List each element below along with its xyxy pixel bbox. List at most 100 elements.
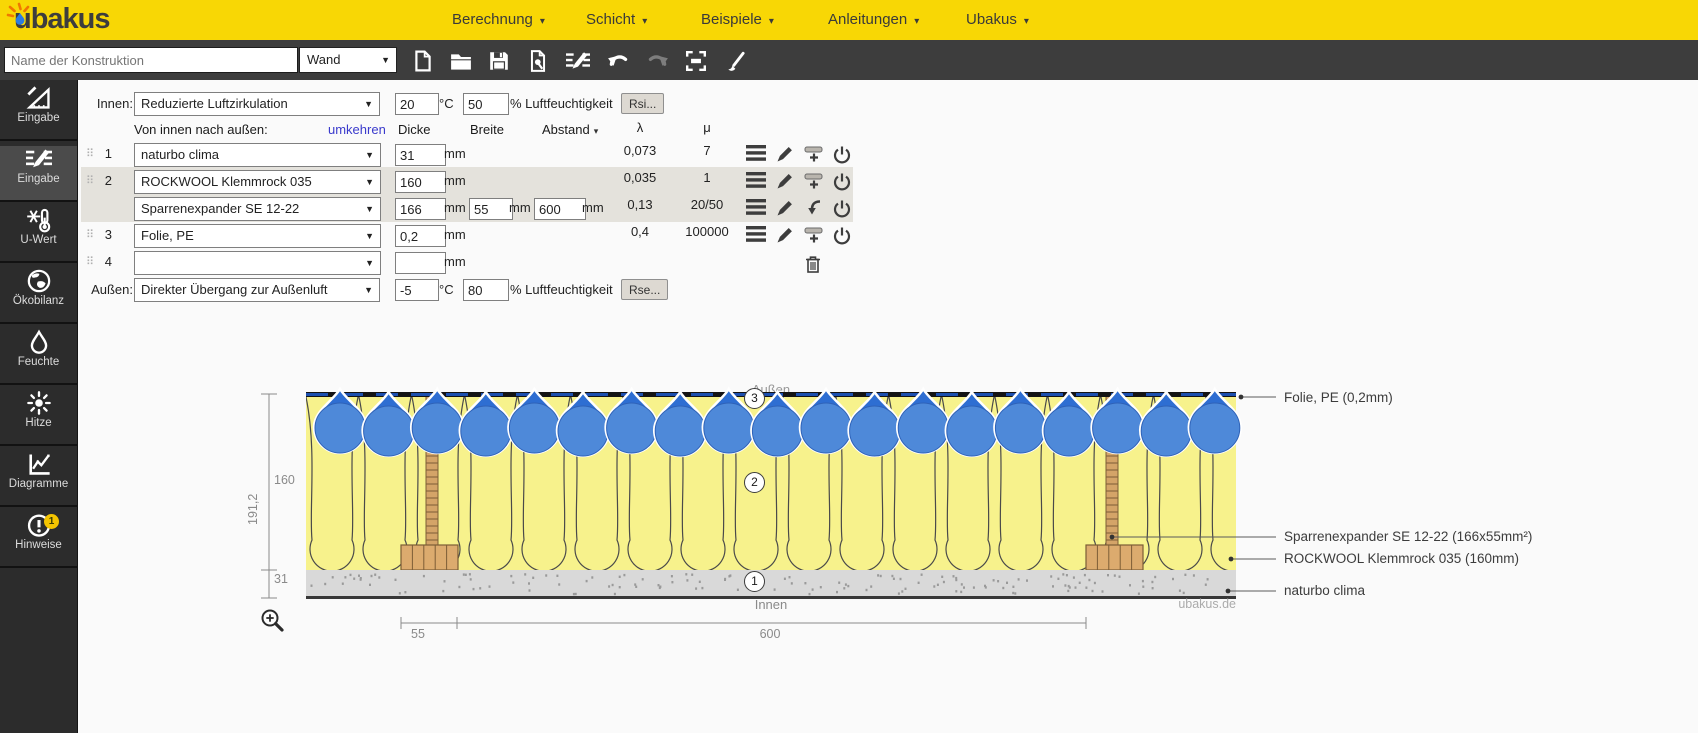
layer-marker-1: 1 (744, 571, 765, 592)
sidebar-item-hinweise[interactable]: 1 Hinweise (0, 512, 77, 568)
layer-marker-2: 2 (744, 472, 765, 493)
lambda-value: 0,13 (611, 197, 669, 212)
material-select-1[interactable]: naturbo clima (134, 143, 381, 167)
layer-menu-icon[interactable] (746, 226, 768, 246)
menu-anleitungen[interactable]: Anleitungen (828, 0, 919, 40)
layer-row-3: ⠿ 3 Folie, PE mm 0,4 100000 (78, 223, 958, 250)
drag-handle-icon[interactable]: ⠿ (86, 147, 94, 160)
undo-icon[interactable] (607, 50, 629, 72)
lambda-value: 0,035 (611, 170, 669, 185)
aussen-humidity-input[interactable] (463, 279, 509, 301)
delete-layer-icon[interactable] (804, 255, 826, 275)
innen-boundary-select[interactable]: Reduzierte Luftzirkulation (134, 92, 380, 116)
aussen-humidity-unit: % Luftfeuchtigkeit (510, 278, 613, 302)
edit-layers-icon (26, 146, 52, 172)
material-select-2[interactable]: ROCKWOOL Klemmrock 035 (134, 170, 381, 194)
mu-value: 20/50 (671, 197, 743, 212)
edit-layer-icon[interactable] (776, 172, 798, 192)
layer-menu-icon[interactable] (746, 145, 768, 165)
dim-base: 31 (274, 572, 288, 586)
drag-handle-icon[interactable]: ⠿ (86, 174, 94, 187)
rsi-button[interactable]: Rsi... (621, 93, 664, 114)
layer-row-2-stud: Sparrenexpander SE 12-22 mm mm mm 0,13 2… (78, 196, 958, 223)
sidebar-item-feuchte[interactable]: Feuchte (0, 329, 77, 385)
menu-ubakus[interactable]: Ubakus (966, 0, 1029, 40)
drag-handle-icon[interactable]: ⠿ (86, 255, 94, 268)
toggle-layer-icon[interactable] (832, 226, 854, 246)
pdf-export-icon[interactable] (527, 50, 549, 72)
line-chart-icon (26, 451, 52, 477)
inside-label: Innen (755, 597, 788, 612)
redo-icon[interactable] (645, 50, 667, 72)
main-content: Innen: Reduzierte Luftzirkulation °C % L… (78, 80, 1698, 733)
innen-humidity-input[interactable] (463, 93, 509, 115)
menu-berechnung[interactable]: Berechnung (452, 0, 545, 40)
aussen-temperature-input[interactable] (395, 279, 439, 301)
open-folder-icon[interactable] (450, 50, 472, 72)
insert-layer-icon[interactable] (804, 172, 826, 192)
sidebar-item-oekobilanz[interactable]: Ökobilanz (0, 268, 77, 324)
layer-row-1: ⠿ 1 naturbo clima mm 0,073 7 (78, 142, 958, 169)
reverse-link[interactable]: umkehren (328, 122, 386, 137)
innen-humidity-unit: % Luftfeuchtigkeit (510, 92, 613, 116)
sidebar-nav: Eingabe Eingabe U-Wert Ökobilanz Feuchte… (0, 80, 78, 733)
stud-width-input[interactable] (469, 198, 513, 220)
toggle-layer-icon[interactable] (832, 145, 854, 165)
sidebar-item-uwert[interactable]: U-Wert (0, 207, 77, 263)
edit-layer-icon[interactable] (776, 226, 798, 246)
col-breite: Breite (470, 122, 504, 137)
material-select-3[interactable]: Folie, PE (134, 224, 381, 248)
material-select-4[interactable] (134, 251, 381, 275)
edit-layers-icon[interactable] (566, 50, 588, 72)
ubakus-logo[interactable]: ubakus (10, 3, 110, 37)
top-menubar: ubakus Berechnung Schicht Beispiele Anle… (0, 0, 1698, 40)
material-select-stud[interactable]: Sparrenexpander SE 12-22 (134, 197, 381, 221)
toggle-layer-icon[interactable] (832, 199, 854, 219)
thickness-input-4[interactable] (395, 252, 446, 274)
layer-menu-icon[interactable] (746, 199, 768, 219)
layer-menu-icon[interactable] (746, 172, 768, 192)
col-abstand[interactable]: Abstand (542, 122, 598, 137)
lambda-value: 0,073 (611, 143, 669, 158)
fullscreen-icon[interactable] (685, 50, 707, 72)
aussen-boundary-select[interactable]: Direkter Übergang zur Außenluft (134, 278, 380, 302)
sidebar-item-eingabe-geometry[interactable]: Eingabe (0, 85, 77, 141)
aussen-label: Außen: (88, 278, 133, 302)
insert-layer-icon[interactable] (804, 226, 826, 246)
thickness-input-1[interactable] (395, 144, 446, 166)
innen-temperature-input[interactable] (395, 93, 439, 115)
new-file-icon[interactable] (412, 50, 434, 72)
thickness-input-3[interactable] (395, 225, 446, 247)
sidebar-item-eingabe-layers[interactable]: Eingabe (0, 146, 77, 202)
rse-button[interactable]: Rse... (621, 279, 668, 300)
construction-name-input[interactable] (4, 47, 298, 73)
insert-layer-icon[interactable] (804, 145, 826, 165)
drag-handle-icon[interactable]: ⠿ (86, 228, 94, 241)
dim-stud-spacing: 600 (746, 627, 794, 641)
col-dicke: Dicke (398, 122, 431, 137)
sidebar-item-diagramme[interactable]: Diagramme (0, 451, 77, 507)
sidebar-item-hitze[interactable]: Hitze (0, 390, 77, 446)
menu-beispiele[interactable]: Beispiele (701, 0, 774, 40)
logo-spark-drop-icon (6, 2, 36, 32)
edit-layer-icon[interactable] (776, 199, 798, 219)
stud-spacing-input[interactable] (534, 198, 586, 220)
save-icon[interactable] (488, 50, 510, 72)
direction-label: Von innen nach außen: (134, 122, 268, 137)
construction-type-select[interactable]: Wand (299, 47, 397, 73)
edit-layer-icon[interactable] (776, 145, 798, 165)
layer-row-2: ⠿ 2 ROCKWOOL Klemmrock 035 mm 0,035 1 (78, 169, 958, 196)
annotation-sparrenexpander: Sparrenexpander SE 12-22 (166x55mm²) (1284, 529, 1532, 544)
paintbrush-icon[interactable] (725, 50, 747, 72)
annotation-rockwool: ROCKWOOL Klemmrock 035 (160mm) (1284, 551, 1519, 566)
mu-value: 100000 (671, 224, 743, 239)
thickness-input-2[interactable] (395, 171, 446, 193)
toggle-layer-icon[interactable] (832, 172, 854, 192)
menu-schicht[interactable]: Schicht (586, 0, 647, 40)
rotate-stud-icon[interactable] (804, 199, 826, 219)
dim-insulation: 160 (274, 473, 295, 487)
stud-thickness-input[interactable] (395, 198, 446, 220)
zoom-in-icon[interactable] (260, 608, 286, 634)
innen-label: Innen: (88, 92, 133, 116)
innen-temp-unit: °C (439, 92, 454, 116)
